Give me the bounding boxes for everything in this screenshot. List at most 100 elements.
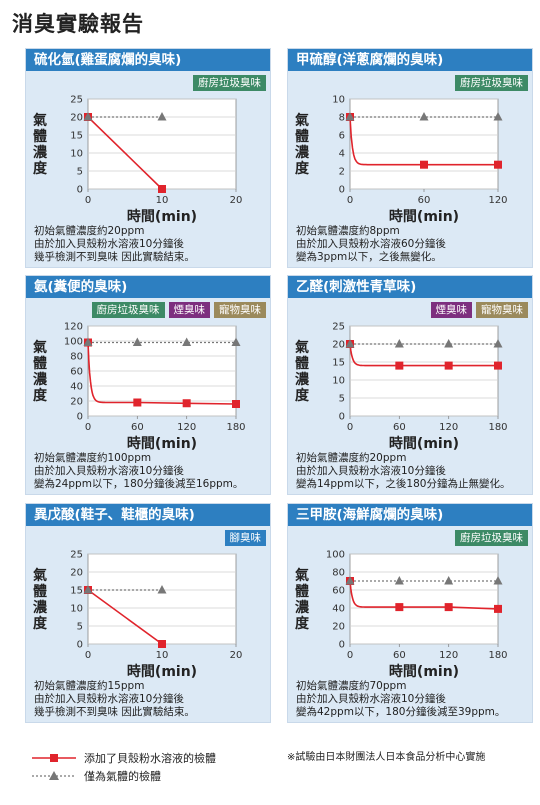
- odor-tag: 廚房垃圾臭味: [193, 75, 266, 91]
- y-axis-label-char: 濃: [295, 600, 309, 616]
- y-tick-label: 20: [332, 622, 345, 633]
- result-note: 初始氣體濃度約8ppm 由於加入貝殼粉水溶液60分鐘後 變為3ppm以下，之後無變化…: [296, 225, 530, 264]
- series-line-treated: [87, 589, 163, 645]
- data-point-control: [83, 337, 93, 346]
- x-tick-label: 0: [85, 650, 91, 661]
- x-tick-label: 180: [488, 422, 507, 433]
- chart-panel: 氨(糞便的臭味) 廚房垃圾臭味 煙臭味 寵物臭味氣體濃度 0 20 40 60 80 100 120…: [25, 275, 271, 495]
- y-axis-label-char: 氣: [33, 113, 47, 129]
- y-tick-label: 6: [339, 131, 345, 142]
- odor-tags: 廚房垃圾臭味: [455, 530, 528, 546]
- line-chart: 0 2 4 6 8 10 0 60 120 時間(min): [332, 95, 507, 226]
- data-point-treated: [395, 361, 404, 370]
- y-axis-label-char: 體: [33, 584, 47, 600]
- y-tick-label: 40: [70, 382, 83, 393]
- x-axis-label: 時間(min): [127, 208, 197, 225]
- line-chart: 0 5 10 15 20 25 0 10 20 時間(min): [70, 95, 242, 226]
- panel-title: 氨(糞便的臭味): [26, 276, 270, 298]
- note-line: 由於加入貝殼粉水溶液10分鐘後: [34, 465, 184, 477]
- plot-area: [349, 325, 499, 417]
- y-axis-label-char: 體: [33, 356, 47, 372]
- legend-swatch-treated: [32, 754, 76, 762]
- y-axis-label-char: 氣: [295, 340, 309, 356]
- legend-label-control: 僅為氣體的檢體: [84, 770, 161, 783]
- plot-area: [87, 553, 237, 645]
- footnote: ※試驗由日本財團法人日本食品分析中心實施: [287, 752, 486, 763]
- data-point-treated: [158, 640, 166, 648]
- odor-tag: 煙臭味: [168, 302, 210, 318]
- y-axis-label-char: 度: [295, 388, 309, 404]
- y-tick-label: 120: [64, 322, 83, 333]
- note-line: 初始氣體濃度約8ppm: [296, 225, 400, 237]
- data-point-control: [182, 337, 192, 346]
- y-tick-label: 100: [64, 337, 83, 348]
- y-tick-label: 5: [77, 167, 83, 178]
- y-axis-label-char: 濃: [33, 372, 47, 388]
- x-tick-label: 10: [156, 650, 169, 661]
- y-tick-label: 20: [70, 397, 83, 408]
- note-line: 初始氣體濃度約15ppm: [34, 680, 145, 692]
- y-axis-label: 氣體濃度: [32, 340, 48, 404]
- data-point-control: [132, 337, 142, 346]
- y-tick-label: 100: [326, 550, 345, 561]
- panel-title: 異戊酸(鞋子、鞋櫃的臭味): [26, 504, 270, 526]
- x-tick-label: 60: [393, 650, 406, 661]
- x-tick-label: 0: [347, 650, 353, 661]
- panel-title: 乙醛(刺激性青草味): [288, 276, 532, 298]
- data-point-treated: [158, 185, 166, 193]
- y-axis-label-char: 體: [295, 584, 309, 600]
- y-tick-label: 15: [70, 586, 83, 597]
- data-point-control: [444, 339, 454, 348]
- y-axis-label-char: 度: [33, 161, 47, 177]
- y-tick-label: 0: [77, 185, 83, 196]
- x-tick-label: 180: [226, 422, 245, 433]
- x-axis-label: 時間(min): [389, 435, 459, 452]
- y-tick-label: 0: [339, 640, 345, 651]
- legend: 添加了貝殼粉水溶液的檢體 僅為氣體的檢體: [30, 748, 260, 788]
- chart-panel: 乙醛(刺激性青草味) 煙臭味 寵物臭味氣體濃度 0 5 10 15 20 25 0 60 120 180…: [287, 275, 533, 495]
- y-tick-label: 0: [339, 185, 345, 196]
- y-axis-label: 氣體濃度: [294, 568, 310, 632]
- plot-area: [349, 553, 499, 645]
- data-point-control: [157, 585, 167, 594]
- data-point-control: [493, 339, 503, 348]
- note-line: 變為14ppm以下，之後180分鐘為止無變化。: [296, 478, 511, 490]
- odor-tag: 腳臭味: [224, 530, 266, 546]
- note-line: 幾乎檢測不到臭味 因此實驗結束。: [34, 251, 195, 263]
- x-tick-label: 0: [85, 422, 91, 433]
- y-tick-label: 0: [339, 412, 345, 423]
- y-axis-label-char: 體: [33, 129, 47, 145]
- note-line: 由於加入貝殼粉水溶液10分鐘後: [34, 693, 184, 705]
- y-tick-label: 25: [70, 95, 83, 106]
- panel-title: 硫化氫(雞蛋腐爛的臭味): [26, 49, 270, 71]
- series-line-treated: [349, 343, 498, 367]
- note-line: 由於加入貝殼粉水溶液10分鐘後: [296, 465, 446, 477]
- x-tick-label: 120: [177, 422, 196, 433]
- y-tick-label: 20: [332, 340, 345, 351]
- y-tick-label: 60: [70, 367, 83, 378]
- x-tick-label: 180: [488, 650, 507, 661]
- data-point-control: [345, 576, 355, 585]
- data-point-control: [444, 576, 454, 585]
- odor-tag: 廚房垃圾臭味: [455, 75, 528, 91]
- data-point-control: [394, 576, 404, 585]
- y-axis-label-char: 體: [295, 129, 309, 145]
- y-tick-label: 4: [339, 149, 345, 160]
- y-tick-label: 10: [70, 604, 83, 615]
- y-axis-label-char: 濃: [33, 600, 47, 616]
- y-tick-label: 15: [70, 131, 83, 142]
- data-point-control: [493, 576, 503, 585]
- y-tick-label: 10: [332, 376, 345, 387]
- data-point-treated: [420, 160, 428, 169]
- y-axis-label-char: 度: [33, 616, 47, 632]
- note-line: 初始氣體濃度約70ppm: [296, 680, 407, 692]
- chart-panel: 異戊酸(鞋子、鞋櫃的臭味) 腳臭味氣體濃度 0 5 10 15 20 25 0 10 20 時間(mi…: [25, 503, 271, 723]
- series-line-treated: [87, 116, 163, 190]
- x-tick-label: 120: [439, 650, 458, 661]
- chart-panel: 三甲胺(海鮮腐爛的臭味) 廚房垃圾臭味氣體濃度 0 20 40 60 80 100 0 60 120…: [287, 503, 533, 723]
- note-line: 初始氣體濃度約20ppm: [296, 452, 407, 464]
- series-line-treated: [349, 116, 498, 166]
- y-tick-label: 20: [70, 568, 83, 579]
- note-line: 由於加入貝殼粉水溶液10分鐘後: [296, 693, 446, 705]
- odor-tag: 煙臭味: [430, 302, 472, 318]
